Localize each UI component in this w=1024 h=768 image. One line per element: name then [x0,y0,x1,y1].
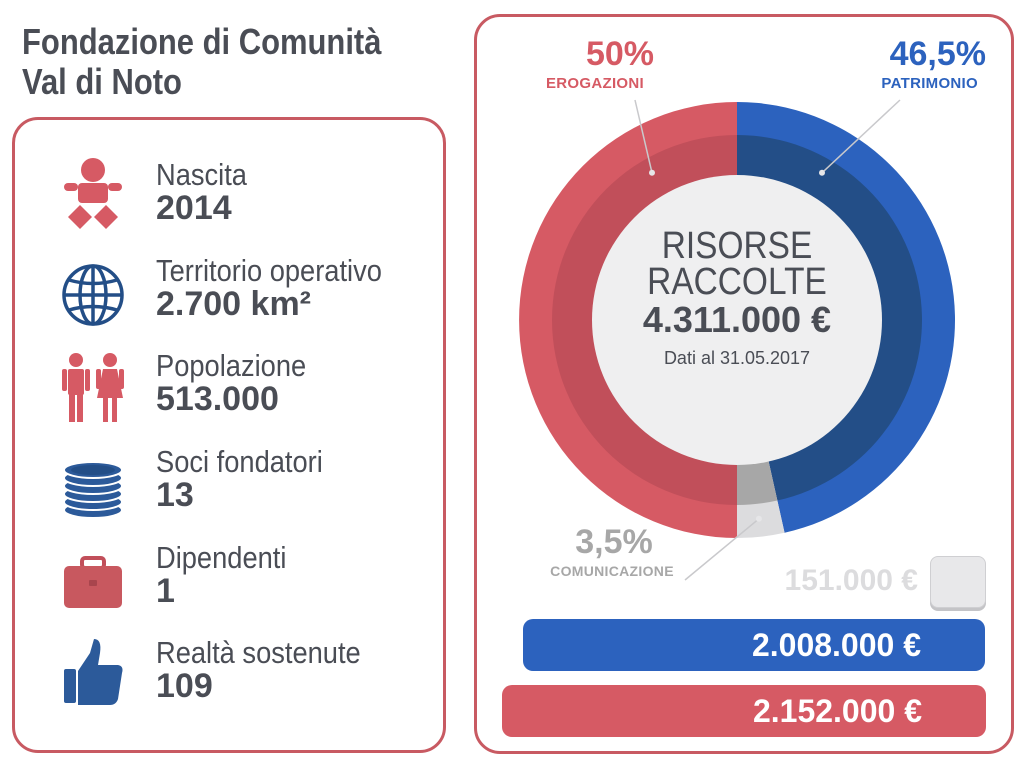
stat-value: 2014 [156,189,232,227]
patrimonio-bar: 2.008.000 € [523,619,985,671]
people-icon [62,353,124,422]
donut-center [592,175,882,465]
stat-value: 13 [156,476,194,514]
stat-label: Soci fondatori [156,444,323,479]
page-title: Fondazione di Comunità Val di Noto [22,22,400,102]
leader-line-comunicazione [684,518,760,581]
stat-soci: Soci fondatori 13 [58,444,428,524]
comunicazione-bar [930,556,986,608]
briefcase-icon [64,556,122,608]
stats-panel [12,117,446,753]
stat-dipendenti: Dipendenti 1 [58,540,428,620]
erogazioni-percent: 50% [585,35,655,73]
stat-nascita: Nascita 2014 [58,157,428,237]
stat-value: 1 [156,572,175,610]
comunicazione-amount: 151.000 € [784,564,918,597]
center-title-line-1: RISORSE [661,225,813,267]
stat-label: Realtà sostenute [156,635,361,670]
chart-panel [474,14,1014,754]
stat-value: 513.000 [156,380,279,418]
leader-dot-erogazioni [649,169,655,176]
center-title-line-2: RACCOLTE [647,261,827,303]
comunicazione-label: COMUNICAZIONE [550,563,674,579]
erogazioni-amount: 2.152.000 € [752,693,922,729]
stat-label: Popolazione [156,348,307,383]
erogazioni-label: EROGAZIONI [545,75,644,92]
baby-icon [64,158,122,229]
stat-value: 109 [156,667,213,705]
stat-value: 2.700 km² [156,285,311,323]
leader-dot-patrimonio [819,169,825,176]
center-date-note: Dati al 31.05.2017 [663,348,811,368]
stat-label: Nascita [156,157,247,192]
leader-line-patrimonio [821,99,901,174]
erogazioni-bar: 2.152.000 € [502,685,986,737]
patrimonio-percent: 46,5% [889,35,986,73]
patrimonio-amount: 2.008.000 € [751,627,921,663]
stat-label: Dipendenti [156,540,287,575]
title-line-2: Val di Noto [22,61,182,102]
stat-popolazione: Popolazione 513.000 [58,348,428,428]
comunicazione-percent: 3,5% [575,523,653,561]
stat-territorio: Territorio operativo 2.700 km² [58,253,428,333]
thumbs-up-icon [64,639,123,705]
stat-label: Territorio operativo [156,253,382,288]
globe-icon [62,264,124,326]
title-line-1: Fondazione di Comunità [22,21,382,62]
leader-dot-comunicazione [755,515,762,522]
center-total: 4.311.000 € [642,299,832,340]
stat-realta: Realtà sostenute 109 [58,635,428,715]
leader-line-erogazioni [634,99,653,173]
coin-stack-icon [63,461,123,519]
patrimonio-label: PATRIMONIO [881,75,978,92]
